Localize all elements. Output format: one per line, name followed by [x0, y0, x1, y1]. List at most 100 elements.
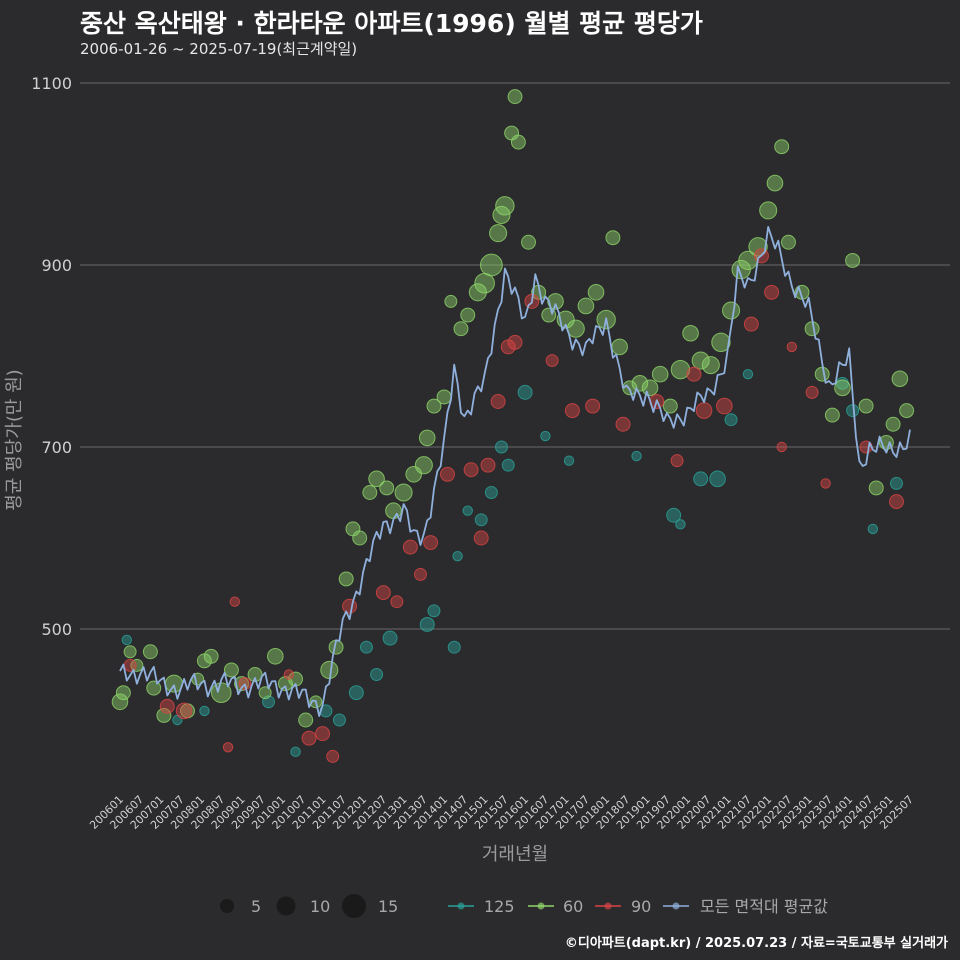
data-point-60: [123, 645, 137, 659]
data-point-90: [686, 366, 702, 382]
data-point-60: [631, 375, 649, 392]
data-point-60: [845, 252, 861, 268]
data-point-90: [776, 441, 787, 453]
legend-size-marker: [342, 894, 366, 918]
data-point-60: [394, 483, 413, 502]
data-point-60: [368, 470, 385, 488]
data-point-125: [540, 430, 551, 442]
data-point-125: [709, 470, 726, 488]
data-point-60: [759, 201, 778, 220]
data-point-60: [426, 398, 442, 414]
data-point-60: [748, 237, 768, 257]
data-point-125: [693, 471, 709, 487]
legend-series-label: 125: [484, 897, 515, 916]
data-point-60: [298, 712, 314, 728]
data-point-90: [315, 726, 331, 742]
data-point-90: [440, 466, 455, 482]
legend-dot: [537, 902, 545, 910]
data-point-60: [587, 284, 605, 301]
data-point-60: [858, 398, 874, 414]
data-point-60: [611, 338, 628, 356]
data-point-125: [419, 616, 435, 632]
data-point-90: [473, 530, 489, 546]
data-point-60: [899, 403, 915, 419]
legend: 5 10 15 125 60 90 모든 면적대 평균값: [220, 894, 828, 918]
data-point-60: [146, 680, 162, 696]
data-point-90: [545, 354, 559, 368]
data-point-60: [468, 283, 487, 302]
y-tick-label: 900: [41, 256, 72, 275]
legend-series-label: 90: [631, 897, 651, 916]
data-point-90: [507, 334, 523, 350]
data-point-90: [229, 596, 240, 607]
data-point-60: [507, 89, 523, 105]
data-point-60: [460, 307, 476, 323]
data-point-60: [722, 301, 741, 320]
x-axis-ticks: 2006012006072007012007072008012008072009…: [87, 793, 916, 832]
data-point-90: [390, 595, 404, 609]
data-point-60: [577, 297, 595, 315]
y-axis-title: 평균 평당가(만 원): [4, 369, 25, 510]
data-point-125: [474, 513, 488, 527]
data-point-125: [724, 413, 738, 427]
data-point-90: [283, 669, 295, 680]
y-tick-label: 700: [41, 438, 72, 457]
data-point-60: [605, 230, 621, 246]
data-point-60: [547, 293, 564, 310]
data-point-90: [159, 698, 175, 714]
data-point-60: [670, 359, 691, 380]
data-point-60: [320, 660, 339, 679]
chart-title: 중산 옥산태왕 · 한라타운 아파트(1996) 월별 평균 평당가: [80, 9, 703, 38]
data-point-125: [742, 369, 754, 380]
data-point-90: [222, 742, 234, 753]
data-point-125: [675, 519, 686, 530]
data-point-125: [447, 640, 461, 654]
data-point-60: [266, 648, 284, 665]
data-point-60: [436, 389, 452, 405]
data-point-60: [711, 332, 731, 353]
data-point-60: [142, 644, 158, 660]
data-point-90: [402, 539, 418, 555]
data-point-60: [885, 416, 901, 432]
data-point-125: [666, 507, 682, 523]
data-point-125: [382, 630, 398, 646]
data-point-60: [352, 530, 368, 546]
data-point-90: [175, 702, 193, 720]
data-point-60: [774, 139, 790, 155]
data-point-90: [423, 535, 439, 551]
data-point-60: [444, 294, 458, 308]
data-point-60: [338, 571, 354, 587]
data-point-125: [290, 746, 301, 758]
legend-dot: [672, 902, 680, 910]
grid-lines: [80, 82, 950, 630]
data-point-125: [427, 604, 441, 618]
data-point-90: [889, 494, 904, 510]
data-point-60: [418, 429, 436, 447]
data-point-60: [868, 480, 884, 496]
data-point-90: [695, 402, 713, 419]
data-point-60: [641, 379, 659, 397]
data-point-90: [585, 398, 601, 414]
data-point-60: [814, 366, 830, 382]
data-point-90: [615, 416, 631, 432]
data-point-60: [258, 686, 272, 700]
data-point-125: [517, 384, 533, 400]
data-point-60: [223, 662, 239, 678]
legend-dot: [457, 902, 465, 910]
data-point-90: [375, 585, 391, 601]
data-point-90: [805, 385, 819, 399]
legend-size-label: 5: [251, 897, 261, 916]
data-point-125: [484, 486, 498, 499]
data-point-60: [834, 379, 851, 397]
data-point-90: [820, 478, 831, 489]
data-point-125: [495, 440, 508, 454]
data-point-90: [463, 462, 479, 478]
legend-series-label: 모든 면적대 평균값: [700, 897, 828, 916]
data-point-90: [326, 749, 340, 763]
legend-dot: [604, 902, 612, 910]
data-point-60: [495, 196, 515, 216]
data-point-125: [359, 640, 373, 654]
data-point-125: [631, 450, 642, 462]
data-point-125: [501, 458, 515, 472]
